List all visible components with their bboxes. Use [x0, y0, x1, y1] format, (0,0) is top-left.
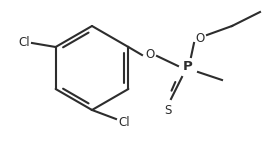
Text: O: O: [145, 48, 155, 60]
Text: O: O: [195, 31, 205, 45]
Text: Cl: Cl: [18, 36, 30, 49]
Text: Cl: Cl: [118, 115, 130, 128]
Text: P: P: [183, 60, 193, 73]
Text: S: S: [164, 104, 172, 117]
